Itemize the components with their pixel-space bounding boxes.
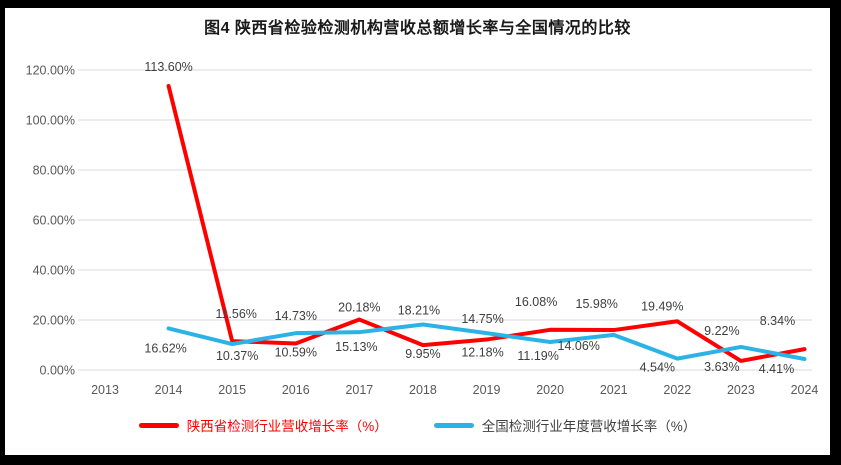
data-label: 16.62% xyxy=(144,341,186,355)
legend-item-shaanxi: 陕西省检测行业营收增长率（%） xyxy=(138,415,388,435)
series-line-national xyxy=(166,322,807,361)
data-label: 10.37% xyxy=(216,349,258,363)
chart-legend: 陕西省检测行业营收增长率（%） 全国检测行业年度营收增长率（%） xyxy=(5,411,830,439)
x-axis-label: 2018 xyxy=(409,383,437,397)
legend-label-shaanxi: 陕西省检测行业营收增长率（%） xyxy=(186,419,388,434)
data-label: 4.41% xyxy=(759,362,794,376)
data-label: 113.60% xyxy=(144,60,192,74)
legend-label-national: 全国检测行业年度营收增长率（%） xyxy=(481,419,697,434)
x-axis-label: 2013 xyxy=(91,383,119,397)
y-tick-label: 120.00% xyxy=(26,64,75,78)
data-label: 3.63% xyxy=(704,360,739,374)
data-label: 4.54% xyxy=(640,361,675,375)
x-axis-label: 2023 xyxy=(727,383,755,397)
x-axis-label: 2019 xyxy=(473,383,501,397)
y-tick-label: 60.00% xyxy=(33,214,75,228)
line-chart-plot: 0.00% 20.00% 40.00% 60.00% 80.00% 100.00% 120.… xyxy=(26,60,819,397)
legend-line-swatch-red xyxy=(138,422,179,428)
data-label: 9.22% xyxy=(704,324,739,338)
data-label: 14.75% xyxy=(461,312,503,326)
data-label: 14.06% xyxy=(558,339,600,353)
x-axis-label: 2021 xyxy=(600,383,628,397)
data-label: 8.34% xyxy=(760,314,795,328)
data-label: 15.98% xyxy=(576,297,618,311)
y-tick-label: 0.00% xyxy=(40,364,75,378)
chart-title: 图4 陕西省检验检测机构营收总额增长率与全国情况的比较 xyxy=(204,20,631,37)
data-label: 9.95% xyxy=(405,347,440,361)
data-label: 10.59% xyxy=(275,346,317,360)
x-axis-label: 2024 xyxy=(791,383,819,397)
data-label: 14.73% xyxy=(275,309,317,323)
x-axis-label: 2022 xyxy=(663,383,691,397)
x-axis-label: 2015 xyxy=(218,383,246,397)
data-label: 12.18% xyxy=(461,346,503,360)
chart-canvas: 图4 陕西省检验检测机构营收总额增长率与全国情况的比较 0.00% 20.00% 4… xyxy=(5,8,830,455)
x-axis-label: 2017 xyxy=(345,383,373,397)
y-tick-label: 80.00% xyxy=(33,164,75,178)
series-line-shaanxi xyxy=(166,84,807,363)
y-tick-label: 40.00% xyxy=(33,264,75,278)
x-axis-label: 2016 xyxy=(282,383,310,397)
data-label: 15.13% xyxy=(335,340,377,354)
data-label: 20.18% xyxy=(338,301,380,315)
data-label: 18.21% xyxy=(398,303,440,317)
data-label: 11.19% xyxy=(517,349,558,363)
y-tick-label: 100.00% xyxy=(26,114,75,128)
data-label: 11.56% xyxy=(215,307,256,321)
y-tick-label: 20.00% xyxy=(33,314,75,328)
legend-item-national: 全国检测行业年度营收增长率（%） xyxy=(433,415,697,435)
data-label: 19.49% xyxy=(641,299,683,313)
x-axis-label: 2020 xyxy=(536,383,564,397)
data-label: 16.08% xyxy=(515,295,557,309)
x-axis-label: 2014 xyxy=(155,383,183,397)
legend-line-swatch-blue xyxy=(433,422,474,428)
